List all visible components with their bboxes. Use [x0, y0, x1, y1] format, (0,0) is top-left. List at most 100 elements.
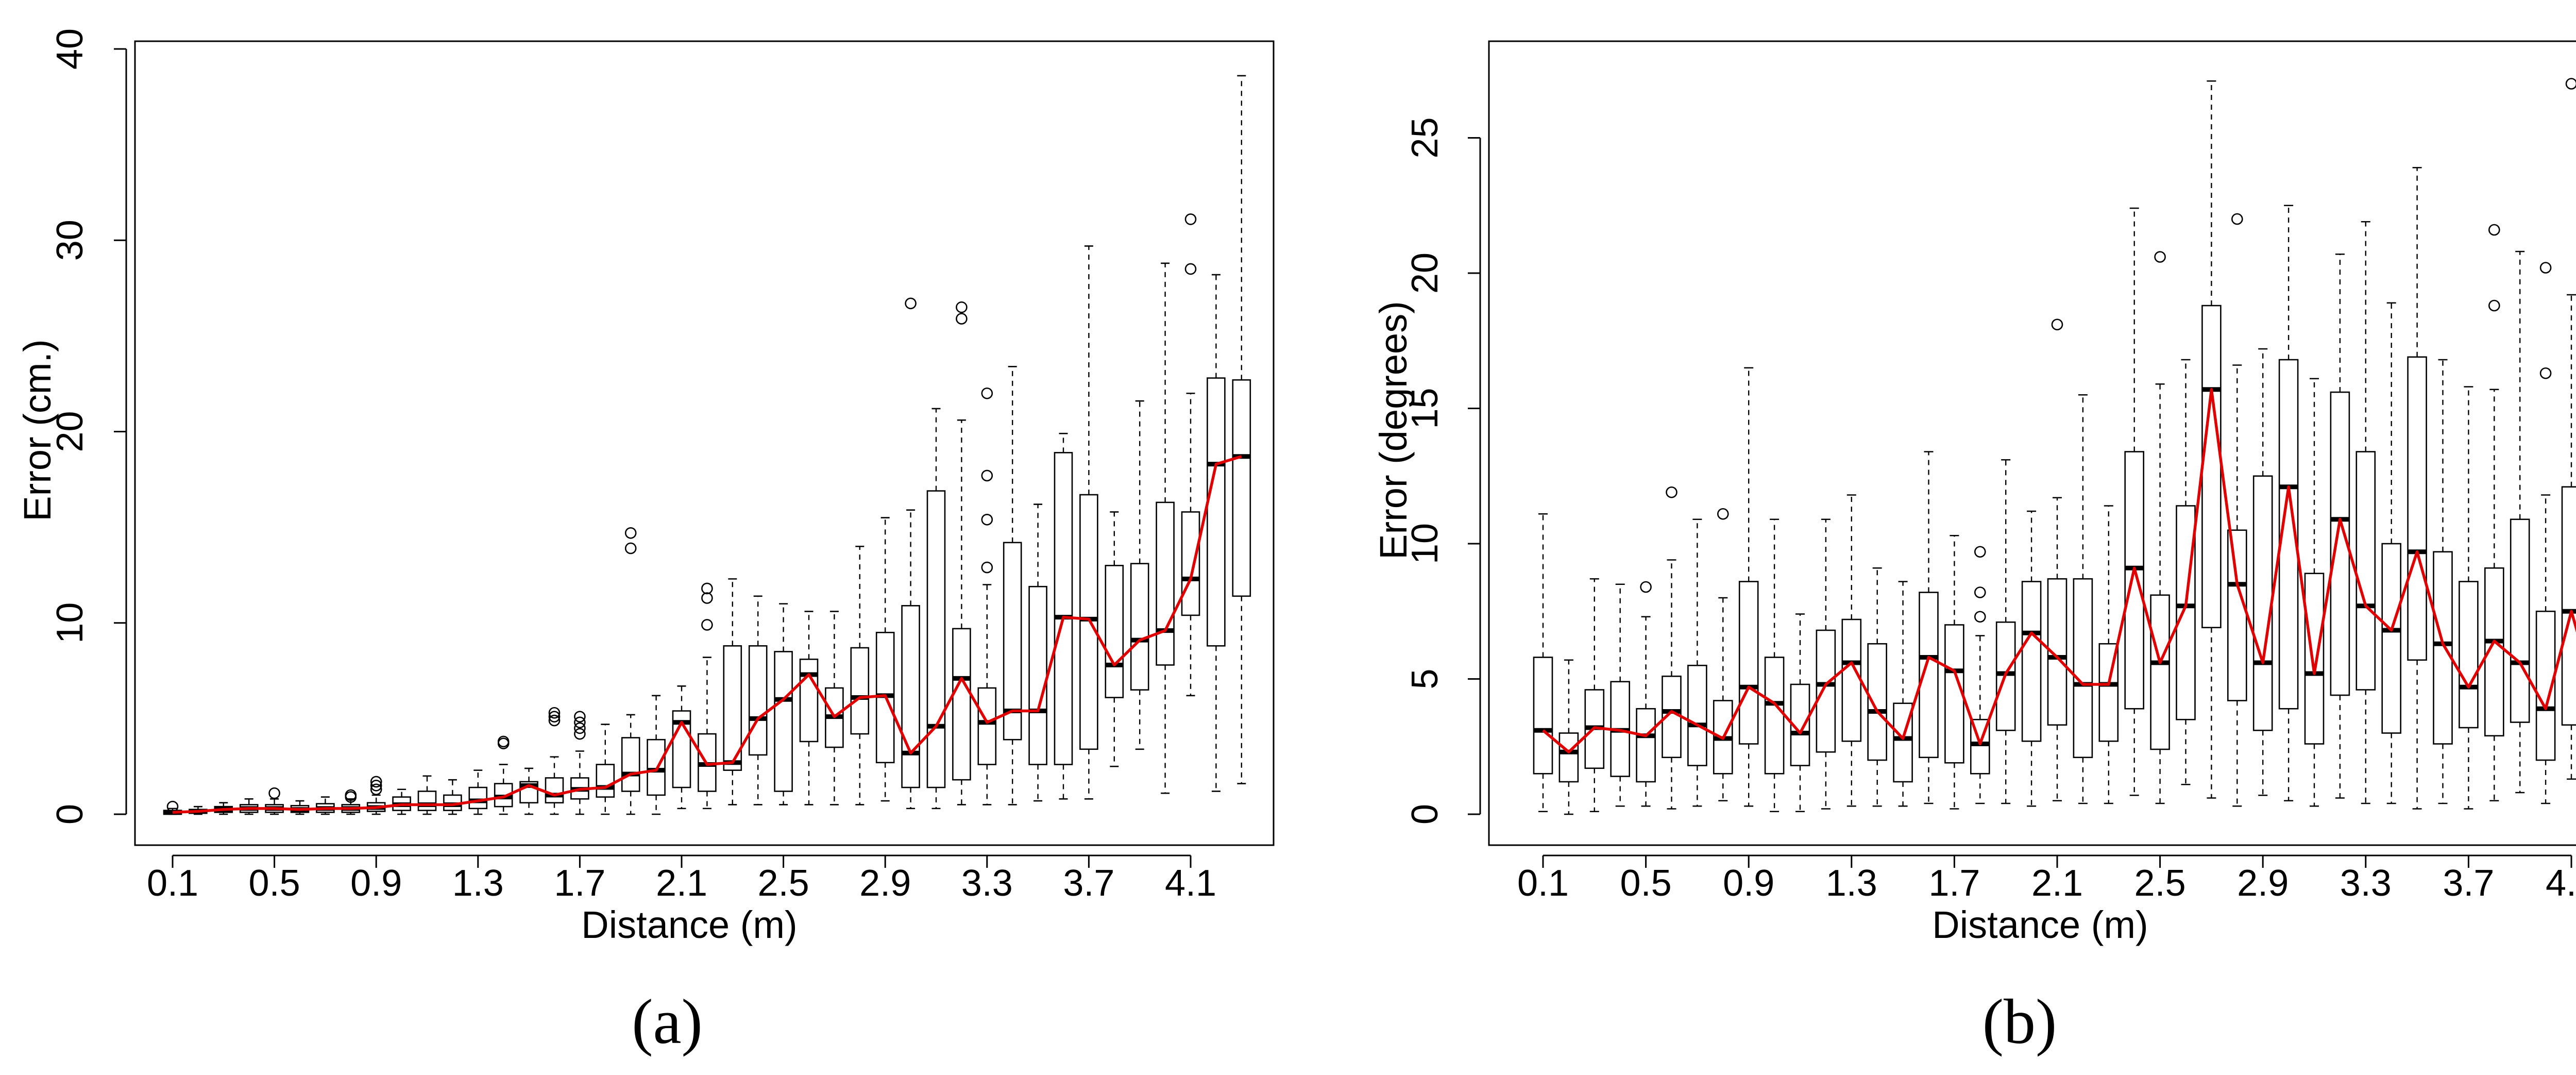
box — [850, 647, 870, 735]
box-group-b-26 — [2201, 80, 2222, 799]
box — [2407, 356, 2427, 661]
outlier-point — [497, 735, 510, 748]
box — [2381, 543, 2402, 734]
box-group-a-32 — [977, 387, 997, 805]
x-axis-title-b: Distance (m) — [1932, 903, 2148, 946]
box — [1764, 657, 1785, 775]
outlier-point — [1974, 611, 1986, 623]
box-group-b-4 — [1636, 581, 1656, 807]
box-group-b-3 — [1610, 583, 1630, 807]
box-group-a-31 — [952, 301, 971, 805]
y-tick-label-b-4: 20 — [1404, 253, 1446, 294]
outlier-point — [1640, 581, 1652, 593]
y-axis-title-a: Error (cm.) — [16, 339, 59, 522]
outlier-point — [2539, 367, 2552, 379]
box — [901, 605, 920, 788]
y-tick-label-a-1: 10 — [49, 602, 91, 644]
outlier-point — [981, 387, 993, 399]
box — [1156, 501, 1175, 666]
x-tick-label-a-0: 0.1 — [147, 863, 198, 904]
x-tick-label-a-4: 1.7 — [554, 863, 605, 904]
box-group-a-20 — [672, 685, 691, 810]
outlier-point — [370, 783, 382, 796]
outlier-point — [956, 313, 968, 325]
box-group-a-14 — [519, 767, 538, 815]
panel-b: 0 5 10 15 20 25 0.1 0.5 0.9 1.3 1.7 2.1 2.5 2.9 3.3 3.7… — [1372, 40, 2576, 1057]
box — [2021, 581, 2042, 742]
box-group-b-37 — [2484, 224, 2504, 802]
x-tick-label-b-2: 0.9 — [1723, 863, 1774, 904]
box-group-a-34 — [1028, 503, 1047, 802]
box — [1130, 563, 1149, 691]
box-group-a-3 — [239, 798, 259, 815]
box-group-b-12 — [1841, 494, 1862, 807]
box-group-a-35 — [1054, 432, 1073, 800]
y-tick-label-b-5: 25 — [1404, 117, 1446, 158]
outlier-point — [2539, 262, 2552, 274]
outlier-point — [370, 780, 382, 792]
box-group-b-8 — [1738, 367, 1759, 807]
box-group-b-24 — [2150, 251, 2170, 804]
outlier-point — [345, 789, 357, 801]
box-group-b-35 — [2433, 359, 2453, 804]
median-trend-line-a — [172, 455, 1242, 814]
box-group-a-28 — [875, 517, 895, 802]
box-group-b-17 — [1970, 546, 1990, 804]
panel-a: 0 10 20 30 40 0.1 0.5 0.9 1.3 1.7 2.1 2.5 2.9 3.3 3.7 4… — [16, 28, 1275, 1057]
panel-label-b: (b) — [1982, 986, 2057, 1057]
box — [1181, 511, 1200, 616]
box-group-a-39 — [1156, 262, 1175, 794]
outlier-point — [956, 301, 968, 313]
box — [2355, 451, 2376, 691]
box — [2176, 505, 2196, 720]
box — [621, 737, 640, 792]
x-tick-label-a-1: 0.5 — [249, 863, 300, 904]
box — [2510, 518, 2530, 723]
box — [926, 490, 946, 788]
box — [723, 645, 742, 771]
x-tick-label-a-10: 4.1 — [1165, 863, 1216, 904]
box — [2150, 594, 2170, 750]
box-group-a-7 — [341, 789, 361, 815]
box — [1738, 581, 1759, 745]
box-group-b-27 — [2227, 213, 2247, 807]
box-group-a-16 — [570, 711, 589, 815]
x-tick-label-b-1: 0.5 — [1620, 863, 1672, 904]
box-group-b-20 — [2047, 318, 2067, 802]
box-group-b-2 — [1584, 578, 1605, 813]
box — [1003, 542, 1022, 741]
box-group-b-19 — [2021, 510, 2042, 807]
box — [2073, 578, 2093, 759]
outlier-point — [548, 714, 561, 727]
box — [545, 777, 564, 804]
box-group-b-1 — [1558, 659, 1579, 815]
outlier-point — [574, 728, 586, 740]
outlier-point — [701, 592, 713, 604]
box-group-a-13 — [494, 735, 513, 815]
box-group-a-33 — [1003, 365, 1022, 805]
box — [774, 651, 793, 792]
outlier-point — [1666, 486, 1677, 498]
box-group-a-27 — [850, 545, 870, 805]
outlier-point — [2154, 251, 2166, 263]
outlier-point — [1184, 263, 1197, 275]
x-tick-label-a-7: 2.9 — [859, 863, 911, 904]
box-group-b-29 — [2278, 205, 2299, 802]
x-tick-label-b-4: 1.7 — [1928, 863, 1980, 904]
box — [977, 687, 997, 765]
median-trend-line-b — [1542, 388, 2576, 753]
box-group-b-25 — [2176, 359, 2196, 785]
y-tick-label-b-2: 10 — [1404, 523, 1446, 564]
box — [1105, 565, 1124, 698]
outlier-point — [574, 716, 586, 729]
box-group-a-15 — [545, 707, 564, 815]
box-group-a-23 — [748, 595, 768, 805]
x-tick-label-b-9: 3.7 — [2443, 863, 2494, 904]
box-group-b-40 — [2561, 78, 2576, 780]
box-group-b-34 — [2407, 166, 2427, 810]
y-tick-label-b-3: 15 — [1404, 388, 1446, 429]
x-tick-label-a-9: 3.7 — [1063, 863, 1114, 904]
outlier-point — [624, 542, 637, 555]
box-group-b-15 — [1919, 451, 1939, 804]
